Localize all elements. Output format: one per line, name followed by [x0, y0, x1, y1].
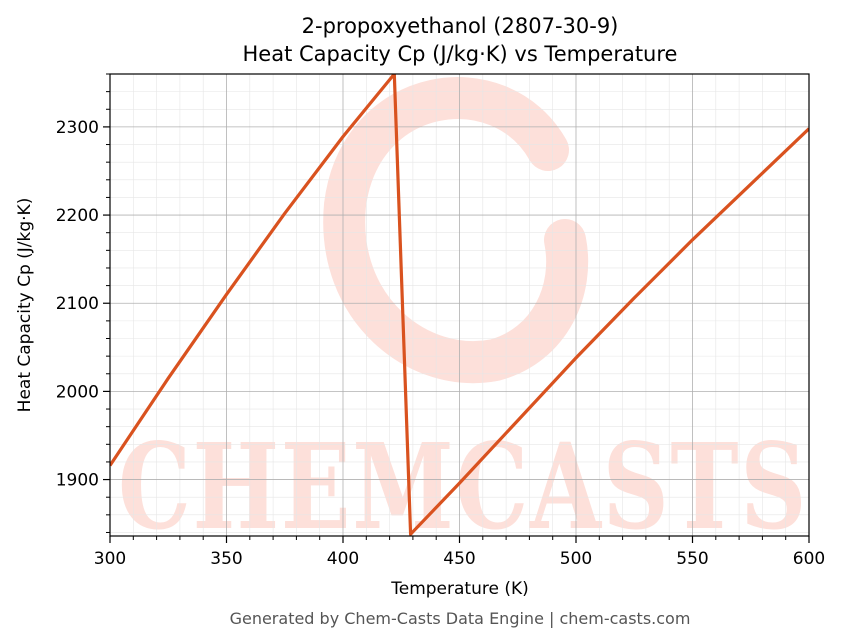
- chart-subtitle: Heat Capacity Cp (J/kg·K) vs Temperature: [243, 42, 678, 66]
- x-tick-label: 550: [676, 549, 708, 569]
- x-tick-label: 300: [94, 549, 126, 569]
- x-tick-label: 600: [793, 549, 825, 569]
- watermark-text: CHEMCASTS: [118, 417, 808, 556]
- x-axis-ticks: 300 350 400 450 500 550 600: [94, 536, 825, 569]
- x-axis-label: Temperature (K): [390, 579, 529, 599]
- y-tick-label: 2200: [56, 206, 99, 226]
- chart-title: 2-propoxyethanol (2807-30-9): [302, 14, 619, 38]
- series-line: [110, 74, 809, 536]
- x-tick-label: 400: [327, 549, 359, 569]
- series-layer: [110, 74, 809, 536]
- y-tick-label: 1900: [56, 471, 99, 491]
- x-tick-label: 500: [560, 549, 592, 569]
- y-tick-label: 2000: [56, 382, 99, 402]
- x-tick-label: 450: [443, 549, 475, 569]
- y-axis-label: Heat Capacity Cp (J/kg·K): [15, 198, 35, 413]
- y-axis-ticks: 1900 2000 2100 2200 2300: [56, 73, 110, 533]
- chemcasts-watermark: CHEMCASTS: [118, 77, 808, 556]
- y-tick-label: 2100: [56, 294, 99, 314]
- y-tick-label: 2300: [56, 118, 99, 138]
- footer-credit: Generated by Chem-Casts Data Engine | ch…: [230, 609, 691, 628]
- x-tick-label: 350: [210, 549, 242, 569]
- watermark-swirl-ring: [323, 77, 589, 384]
